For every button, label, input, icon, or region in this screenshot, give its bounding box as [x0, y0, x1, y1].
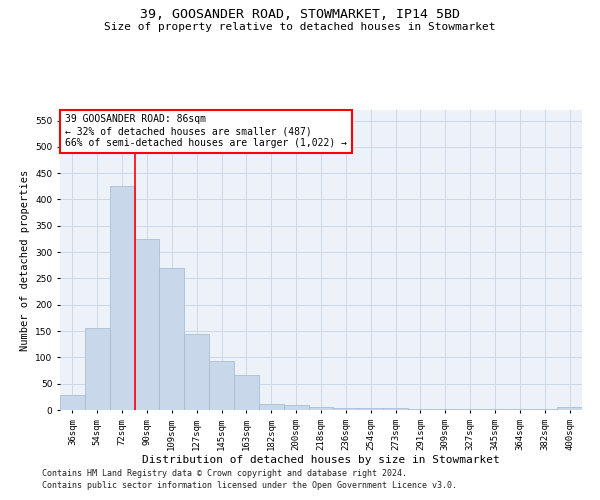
Bar	[234, 374, 259, 410]
Bar	[308, 407, 334, 410]
Bar	[85, 328, 110, 410]
Bar	[508, 409, 532, 410]
Bar	[383, 408, 408, 410]
Bar	[433, 409, 458, 410]
Bar	[110, 186, 134, 410]
X-axis label: Distribution of detached houses by size in Stowmarket: Distribution of detached houses by size …	[142, 456, 500, 466]
Bar	[557, 408, 582, 410]
Bar	[334, 408, 358, 410]
Bar	[408, 409, 433, 410]
Bar	[284, 406, 308, 410]
Bar	[458, 409, 482, 410]
Text: Contains public sector information licensed under the Open Government Licence v3: Contains public sector information licen…	[42, 481, 457, 490]
Text: 39, GOOSANDER ROAD, STOWMARKET, IP14 5BD: 39, GOOSANDER ROAD, STOWMARKET, IP14 5BD	[140, 8, 460, 20]
Bar	[482, 409, 508, 410]
Bar	[209, 361, 234, 410]
Bar	[259, 404, 284, 410]
Text: Size of property relative to detached houses in Stowmarket: Size of property relative to detached ho…	[104, 22, 496, 32]
Bar	[184, 334, 209, 410]
Text: Contains HM Land Registry data © Crown copyright and database right 2024.: Contains HM Land Registry data © Crown c…	[42, 468, 407, 477]
Text: 39 GOOSANDER ROAD: 86sqm
← 32% of detached houses are smaller (487)
66% of semi-: 39 GOOSANDER ROAD: 86sqm ← 32% of detach…	[65, 114, 347, 148]
Bar	[358, 408, 383, 410]
Bar	[160, 268, 184, 410]
Bar	[532, 409, 557, 410]
Bar	[134, 239, 160, 410]
Bar	[60, 396, 85, 410]
Y-axis label: Number of detached properties: Number of detached properties	[20, 170, 29, 350]
